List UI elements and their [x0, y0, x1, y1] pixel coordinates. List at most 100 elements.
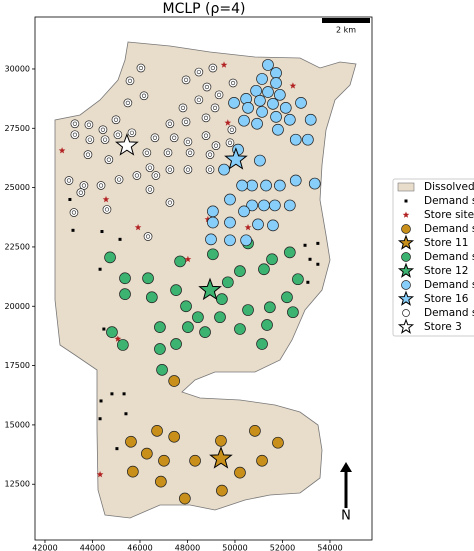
y-tick-label: 20000 [5, 302, 30, 311]
demand-point [207, 216, 219, 229]
store-site [244, 224, 252, 231]
demand-point [70, 130, 80, 140]
demand-point [262, 59, 274, 71]
demand-point [258, 199, 270, 212]
demand-point [182, 321, 194, 333]
demand-point [70, 119, 80, 129]
demand-point [111, 115, 121, 125]
x-tick-label: 46000 [127, 544, 152, 551]
demand-point [165, 165, 175, 174]
demand-point [267, 219, 279, 232]
demand-point [96, 181, 106, 190]
demand-point [189, 454, 201, 467]
demand-point [126, 465, 139, 478]
demand-point [104, 155, 114, 164]
demand-point [292, 273, 304, 286]
y-tick-label: 27500 [5, 124, 30, 133]
demand-ring [167, 200, 172, 205]
demand-point [208, 63, 218, 73]
demand-point [205, 165, 215, 174]
demand-point [215, 434, 227, 447]
demand-point [119, 272, 131, 285]
demand-ring [152, 135, 158, 140]
demand-point [145, 185, 155, 194]
demand-point [304, 113, 317, 126]
demand-point [194, 95, 204, 105]
demand-ring [104, 207, 110, 212]
demand-point [218, 163, 230, 176]
demand-point [216, 484, 228, 497]
demand-ring [167, 121, 172, 126]
demand-point [254, 154, 266, 167]
demand-point [117, 339, 129, 351]
demand-point [256, 454, 268, 467]
demand-point [98, 125, 108, 135]
demand-ring [138, 65, 144, 71]
demand-point [270, 111, 282, 123]
legend-label: Demand s [424, 251, 474, 263]
demand-point [114, 175, 124, 184]
demand-point [260, 179, 272, 192]
demand-point [250, 84, 262, 97]
legend-label: Dissolved [424, 181, 474, 193]
demand-ring [203, 115, 209, 120]
demand-ring [147, 165, 153, 170]
store-site [58, 147, 66, 154]
demand-ring [204, 84, 210, 90]
demand-point [228, 78, 238, 88]
demand-point [210, 103, 220, 113]
demand-ring [183, 119, 189, 124]
demand-point [227, 125, 237, 135]
demand-point [194, 67, 204, 77]
demand-ring [172, 135, 177, 140]
demand-ring [72, 132, 77, 137]
demand-ring [100, 127, 106, 132]
y-tick-label: 25000 [5, 183, 30, 192]
legend-label: Demand s [424, 279, 474, 291]
demand-ring [141, 93, 147, 98]
demand-point [404, 199, 408, 203]
demand-point [207, 248, 219, 261]
demand-point [234, 323, 246, 335]
store-site [102, 196, 110, 203]
demand-ring [129, 130, 134, 135]
demand-ring [78, 190, 83, 195]
demand-point [79, 181, 89, 190]
chart-title: MCLP (ρ=4) [163, 1, 246, 17]
demand-point [316, 241, 320, 245]
demand-point [156, 364, 168, 376]
demand-ring [196, 97, 201, 102]
demand-ring [85, 152, 91, 157]
demand-ring [230, 80, 236, 86]
legend-label: Store sites [424, 209, 474, 221]
demand-point [170, 338, 182, 350]
demand-point [181, 75, 191, 85]
legend: Dissolved Demand s Store sites Demand s Stor… [392, 178, 474, 337]
demand-point [238, 205, 250, 218]
demand-ring [213, 143, 219, 148]
demand-point [214, 311, 226, 324]
demand-point [123, 98, 133, 108]
store-site [220, 61, 228, 68]
demand-point [145, 163, 155, 173]
demand-point [258, 263, 270, 276]
demand-point [118, 237, 122, 241]
demand-point [225, 138, 235, 148]
store-site [184, 255, 192, 263]
demand-point [283, 246, 296, 259]
demand-ring [115, 132, 120, 137]
store-site [204, 215, 212, 223]
demand-point [150, 133, 160, 143]
demand-point [168, 375, 181, 387]
demand-point [132, 171, 142, 180]
demand-point [183, 165, 193, 174]
y-tick-label: 17500 [5, 361, 30, 370]
demand-point [99, 399, 103, 403]
demand-point [179, 492, 191, 505]
demand-point [269, 199, 281, 212]
demand-point [100, 230, 104, 234]
legend-label: Store 16 [424, 293, 469, 305]
demand-point [221, 276, 234, 289]
y-tick-label: 30000 [5, 64, 30, 73]
demand-point [401, 252, 411, 262]
